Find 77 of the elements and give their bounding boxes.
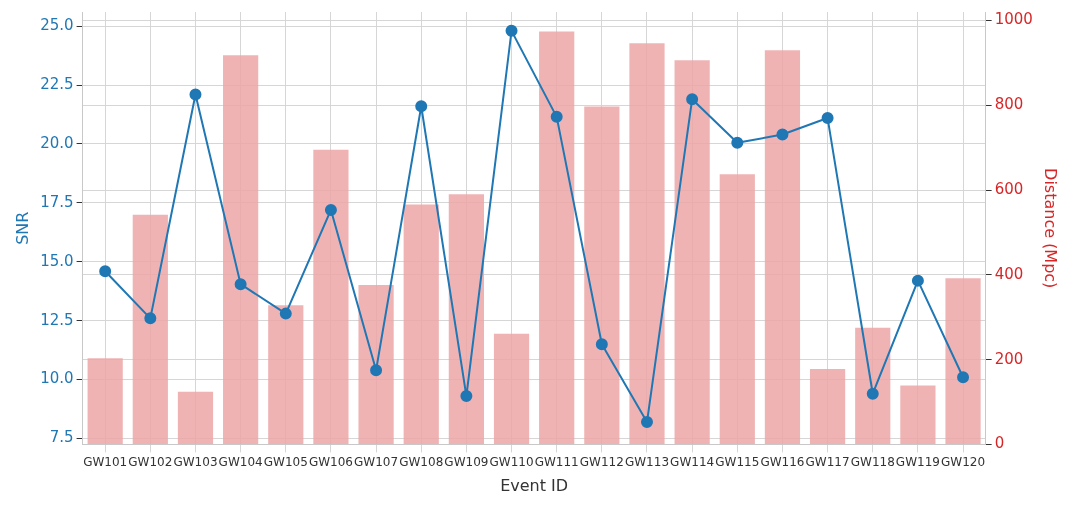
x-tick-label: GW118: [850, 454, 895, 469]
point: [957, 371, 970, 384]
y-tick-label: 17.5: [40, 192, 74, 211]
y-tick-label: 10.0: [40, 369, 74, 388]
bar: [855, 327, 891, 444]
x-tick-label: GW105: [263, 454, 308, 469]
point: [144, 312, 157, 325]
x-tick-label: GW111: [534, 454, 579, 469]
x-tick-label: GW114: [670, 454, 715, 469]
y2-tick-label: 600: [994, 179, 1024, 198]
bar: [719, 174, 755, 444]
x-tick-label: GW109: [444, 454, 489, 469]
x-tick-label: GW120: [941, 454, 986, 469]
point: [911, 274, 924, 287]
y2-tick-label: 800: [994, 95, 1024, 114]
point: [279, 307, 292, 320]
bar: [945, 278, 981, 444]
bar: [403, 204, 439, 444]
point: [595, 338, 608, 351]
bar: [177, 391, 214, 444]
y-axis-title: SNR: [12, 211, 32, 245]
point: [370, 364, 383, 377]
point: [189, 88, 202, 101]
x-tick-label: GW104: [218, 454, 263, 469]
x-tick-label: GW106: [308, 454, 353, 469]
bar: [809, 368, 846, 444]
point: [324, 203, 337, 216]
point: [234, 278, 247, 291]
point: [866, 387, 879, 400]
x-tick-label: GW117: [805, 454, 850, 469]
y-tick-label: 25.0: [40, 16, 74, 35]
bar: [900, 385, 936, 444]
y2-tick-label: 1000: [994, 10, 1033, 29]
point: [505, 24, 518, 37]
y-tick-label: 7.5: [49, 428, 74, 447]
bar: [268, 305, 304, 444]
bar: [358, 285, 394, 444]
x-tick-label: GW112: [579, 454, 624, 469]
y2-tick-label: 200: [994, 349, 1024, 368]
bar: [313, 149, 349, 444]
bar: [448, 194, 484, 444]
x-tick-label: GW119: [895, 454, 940, 469]
x-tick-label: GW113: [624, 454, 670, 469]
y-tick-label: 20.0: [40, 133, 74, 152]
point: [776, 128, 789, 141]
point: [731, 136, 744, 149]
bar: [87, 358, 123, 444]
bar: [132, 214, 168, 444]
bar: [629, 43, 665, 444]
y2-axis-title: Distance (Mpc): [1041, 168, 1061, 289]
bar: [764, 50, 801, 444]
x-tick-label: GW102: [128, 454, 173, 469]
y2-tick-label: 0: [994, 434, 1005, 453]
x-tick-label: GW103: [173, 454, 218, 469]
x-tick-label: GW107: [354, 454, 399, 469]
x-tick-label: GW110: [489, 454, 534, 469]
point: [415, 100, 428, 113]
y2-tick-label: 400: [994, 264, 1024, 283]
y-tick-label: 22.5: [40, 74, 74, 93]
bar: [584, 106, 620, 444]
point: [821, 112, 834, 125]
x-axis-title: Event ID: [500, 475, 569, 495]
x-tick-label: GW116: [760, 454, 805, 469]
point: [460, 390, 473, 403]
point: [99, 265, 112, 278]
bar: [674, 60, 710, 444]
bar: [539, 31, 575, 444]
bar: [223, 55, 259, 444]
x-tick-label: GW115: [715, 454, 760, 469]
x-tick-label: GW108: [399, 454, 444, 469]
y-tick-label: 15.0: [40, 251, 74, 270]
x-tick-label: GW101: [83, 454, 128, 469]
point: [686, 93, 699, 106]
point: [640, 416, 653, 429]
y-tick-label: 12.5: [40, 310, 74, 329]
bar: [493, 333, 530, 444]
point: [550, 110, 563, 123]
